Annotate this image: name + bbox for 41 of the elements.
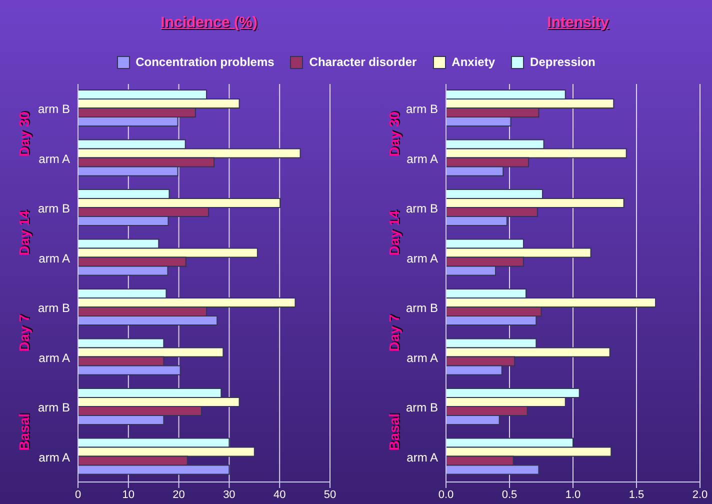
text: Day 14: [386, 210, 402, 256]
x-tick-label: 10: [122, 488, 135, 501]
x-tick-label: 0.5: [502, 488, 518, 501]
x-tick-label: 20: [172, 488, 185, 501]
y-tick-label: arm B: [406, 102, 438, 116]
x-tick-label: 1.5: [628, 488, 644, 501]
x-tick-label: 40: [273, 488, 286, 501]
chart-title: Intensity: [546, 14, 610, 31]
legend-label: Concentration problems: [136, 55, 274, 69]
legend-label: Anxiety: [452, 55, 496, 69]
text: Day 14: [16, 210, 32, 256]
x-tick-label: 2.0: [692, 488, 708, 501]
y-tick-label: arm A: [38, 350, 70, 365]
y-tick-label: arm B: [38, 202, 70, 216]
text: Day 30: [386, 111, 402, 156]
y-tick-label: arm A: [406, 350, 438, 365]
legend-label: Character disorder: [309, 55, 417, 69]
x-tick-label: 1.0: [565, 488, 581, 501]
y-tick-label: arm B: [38, 400, 70, 415]
text: Basal: [386, 414, 402, 451]
y-tick-label: arm B: [38, 102, 70, 116]
y-tick-label: arm A: [38, 450, 70, 464]
y-tick-label: arm A: [406, 152, 438, 166]
y-tick-label: arm B: [406, 202, 438, 216]
text: Basal: [16, 414, 32, 451]
y-tick-label: arm A: [406, 450, 438, 464]
x-tick-label: 50: [324, 488, 336, 501]
y-tick-label: arm A: [38, 152, 70, 166]
text: Day 7: [16, 314, 32, 352]
chart-title: Incidence (%): [160, 14, 258, 31]
y-tick-label: arm A: [38, 251, 70, 266]
y-tick-label: arm B: [38, 301, 70, 316]
x-tick-label: 0.0: [438, 488, 454, 501]
y-tick-label: arm A: [406, 251, 438, 266]
y-tick-label: arm B: [406, 400, 438, 415]
x-tick-label: 0: [74, 488, 82, 501]
y-tick-label: arm B: [406, 301, 438, 316]
text: Day 30: [16, 111, 32, 156]
text: Day 7: [386, 314, 402, 352]
legend-label: Depression: [530, 55, 596, 69]
x-tick-label: 30: [223, 488, 236, 501]
